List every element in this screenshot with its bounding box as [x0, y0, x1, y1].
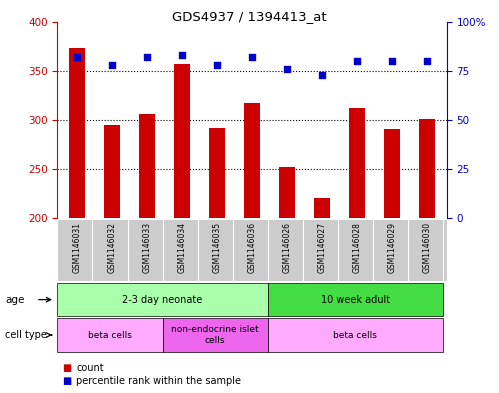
Text: GSM1146036: GSM1146036: [248, 222, 256, 273]
Point: [423, 58, 431, 64]
Text: GSM1146033: GSM1146033: [142, 222, 151, 273]
Point: [283, 66, 291, 72]
Point: [143, 54, 151, 60]
Bar: [104, 125, 120, 218]
Text: beta cells: beta cells: [88, 331, 132, 340]
Text: age: age: [5, 295, 24, 305]
Text: GDS4937 / 1394413_at: GDS4937 / 1394413_at: [172, 10, 327, 23]
Text: beta cells: beta cells: [333, 331, 377, 340]
Point: [178, 52, 186, 58]
Bar: [174, 64, 190, 218]
Bar: [69, 48, 84, 218]
Point: [353, 58, 361, 64]
Point: [108, 62, 116, 68]
Text: GSM1146034: GSM1146034: [177, 222, 186, 273]
Bar: [244, 103, 260, 218]
Bar: [279, 167, 295, 218]
Text: cell type: cell type: [5, 330, 47, 340]
Text: GSM1146031: GSM1146031: [72, 222, 81, 273]
Text: GSM1146026: GSM1146026: [282, 222, 291, 273]
Text: non-endocrine islet
cells: non-endocrine islet cells: [171, 325, 259, 345]
Text: GSM1146032: GSM1146032: [107, 222, 116, 273]
Bar: [314, 198, 330, 218]
Bar: [420, 119, 435, 218]
Text: GSM1146027: GSM1146027: [318, 222, 327, 273]
Text: 10 week adult: 10 week adult: [321, 295, 390, 305]
Text: GSM1146028: GSM1146028: [353, 222, 362, 273]
Text: ■: ■: [62, 363, 72, 373]
Text: GSM1146029: GSM1146029: [388, 222, 397, 273]
Text: GSM1146035: GSM1146035: [213, 222, 222, 273]
Text: count: count: [76, 363, 104, 373]
Point: [388, 58, 396, 64]
Text: GSM1146030: GSM1146030: [423, 222, 432, 273]
Bar: [209, 128, 225, 218]
Text: 2-3 day neonate: 2-3 day neonate: [122, 295, 203, 305]
Point: [318, 72, 326, 78]
Text: percentile rank within the sample: percentile rank within the sample: [76, 376, 242, 386]
Bar: [384, 129, 400, 218]
Point: [73, 54, 81, 60]
Point: [248, 54, 256, 60]
Text: ■: ■: [62, 376, 72, 386]
Point: [213, 62, 221, 68]
Bar: [139, 114, 155, 218]
Bar: [349, 108, 365, 218]
